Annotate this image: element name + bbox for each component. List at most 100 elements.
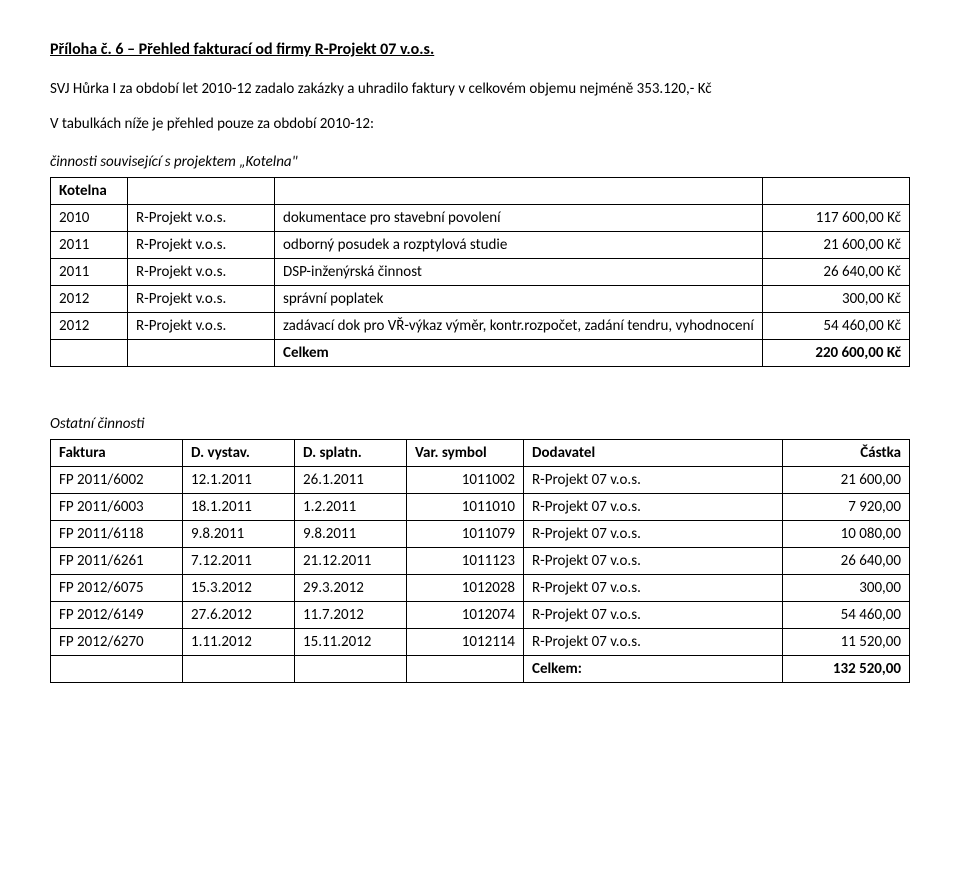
cell: R-Projekt 07 v.o.s. [524,467,783,494]
cell-firm: R-Projekt v.o.s. [128,313,275,340]
table-row: 2012 R-Projekt v.o.s. zadávací dok pro V… [51,313,910,340]
cell: FP 2012/6149 [51,602,183,629]
cell-amount: 54 460,00 Kč [763,313,910,340]
empty-cell [275,178,763,205]
table-sum-row: Celkem 220 600,00 Kč [51,340,910,367]
table-row: FP 2012/6270 1.11.2012 15.11.2012 101211… [51,629,910,656]
cell-amount: 117 600,00 Kč [763,205,910,232]
cell: FP 2011/6003 [51,494,183,521]
cell: R-Projekt 07 v.o.s. [524,629,783,656]
cell: 15.11.2012 [295,629,407,656]
cell-desc: zadávací dok pro VŘ-výkaz výměr, kontr.r… [275,313,763,340]
cell: 54 460,00 [783,602,910,629]
table-row: FP 2011/6003 18.1.2011 1.2.2011 1011010 … [51,494,910,521]
table-row: FP 2011/6118 9.8.2011 9.8.2011 1011079 R… [51,521,910,548]
sum-value: 220 600,00 Kč [763,340,910,367]
section-ostatni-label: Ostatní činnosti [50,415,910,433]
table-row: 2011 R-Projekt v.o.s. DSP-inženýrská čin… [51,259,910,286]
cell: 300,00 [783,575,910,602]
cell: 26 640,00 [783,548,910,575]
cell: 1.11.2012 [183,629,295,656]
cell-firm: R-Projekt v.o.s. [128,232,275,259]
cell: R-Projekt 07 v.o.s. [524,548,783,575]
cell: FP 2011/6002 [51,467,183,494]
cell: R-Projekt 07 v.o.s. [524,575,783,602]
cell-year: 2011 [51,232,128,259]
cell: FP 2011/6261 [51,548,183,575]
cell: 1011079 [407,521,524,548]
cell: 9.8.2011 [295,521,407,548]
cell: R-Projekt 07 v.o.s. [524,494,783,521]
intro-paragraph-2: V tabulkách níže je přehled pouze za obd… [50,114,910,135]
empty-cell [183,656,295,683]
cell: 15.3.2012 [183,575,295,602]
empty-cell [51,656,183,683]
cell: 11.7.2012 [295,602,407,629]
cell: FP 2011/6118 [51,521,183,548]
cell: R-Projekt 07 v.o.s. [524,521,783,548]
empty-cell [128,340,275,367]
cell: 10 080,00 [783,521,910,548]
cell: 9.8.2011 [183,521,295,548]
cell-year: 2012 [51,286,128,313]
cell: 26.1.2011 [295,467,407,494]
cell: 12.1.2011 [183,467,295,494]
kotelna-table: Kotelna 2010 R-Projekt v.o.s. dokumentac… [50,177,910,367]
empty-cell [407,656,524,683]
sum-label: Celkem: [524,656,783,683]
cell: FP 2012/6270 [51,629,183,656]
cell-year: 2011 [51,259,128,286]
cell: 11 520,00 [783,629,910,656]
col-castka: Částka [783,440,910,467]
cell: 21 600,00 [783,467,910,494]
cell: 1011002 [407,467,524,494]
empty-cell [763,178,910,205]
cell-amount: 21 600,00 Kč [763,232,910,259]
cell-desc: dokumentace pro stavební povolení [275,205,763,232]
sum-label: Celkem [275,340,763,367]
table-row: FP 2012/6149 27.6.2012 11.7.2012 1012074… [51,602,910,629]
cell: 27.6.2012 [183,602,295,629]
cell-firm: R-Projekt v.o.s. [128,259,275,286]
cell-desc: správní poplatek [275,286,763,313]
sum-value: 132 520,00 [783,656,910,683]
table-row: 2011 R-Projekt v.o.s. odborný posudek a … [51,232,910,259]
cell: 7 920,00 [783,494,910,521]
cell: R-Projekt 07 v.o.s. [524,602,783,629]
cell: 1011123 [407,548,524,575]
col-faktura: Faktura [51,440,183,467]
table-header-row: Faktura D. vystav. D. splatn. Var. symbo… [51,440,910,467]
ostatni-table: Faktura D. vystav. D. splatn. Var. symbo… [50,439,910,683]
cell-firm: R-Projekt v.o.s. [128,205,275,232]
section-kotelna-label: činnosti související s projektem „Koteln… [50,153,910,171]
cell: 7.12.2011 [183,548,295,575]
table-row: FP 2012/6075 15.3.2012 29.3.2012 1012028… [51,575,910,602]
cell-desc: DSP-inženýrská činnost [275,259,763,286]
cell: 29.3.2012 [295,575,407,602]
cell: 21.12.2011 [295,548,407,575]
intro-paragraph-1: SVJ Hůrka I za období let 2010-12 zadalo… [50,79,910,100]
cell-year: 2012 [51,313,128,340]
cell: 18.1.2011 [183,494,295,521]
cell: 1.2.2011 [295,494,407,521]
table-row: FP 2011/6261 7.12.2011 21.12.2011 101112… [51,548,910,575]
cell: 1012114 [407,629,524,656]
col-dodavatel: Dodavatel [524,440,783,467]
cell: FP 2012/6075 [51,575,183,602]
table-sum-row: Celkem: 132 520,00 [51,656,910,683]
table-row: 2012 R-Projekt v.o.s. správní poplatek 3… [51,286,910,313]
cell-firm: R-Projekt v.o.s. [128,286,275,313]
empty-cell [51,340,128,367]
cell-amount: 26 640,00 Kč [763,259,910,286]
kotelna-header-cell: Kotelna [51,178,128,205]
cell: 1012028 [407,575,524,602]
page-title: Příloha č. 6 – Přehled fakturací od firm… [50,40,910,59]
cell: 1011010 [407,494,524,521]
col-varsymbol: Var. symbol [407,440,524,467]
cell-desc: odborný posudek a rozptylová studie [275,232,763,259]
col-dsplatn: D. splatn. [295,440,407,467]
empty-cell [295,656,407,683]
col-dvystav: D. vystav. [183,440,295,467]
empty-cell [128,178,275,205]
cell-amount: 300,00 Kč [763,286,910,313]
